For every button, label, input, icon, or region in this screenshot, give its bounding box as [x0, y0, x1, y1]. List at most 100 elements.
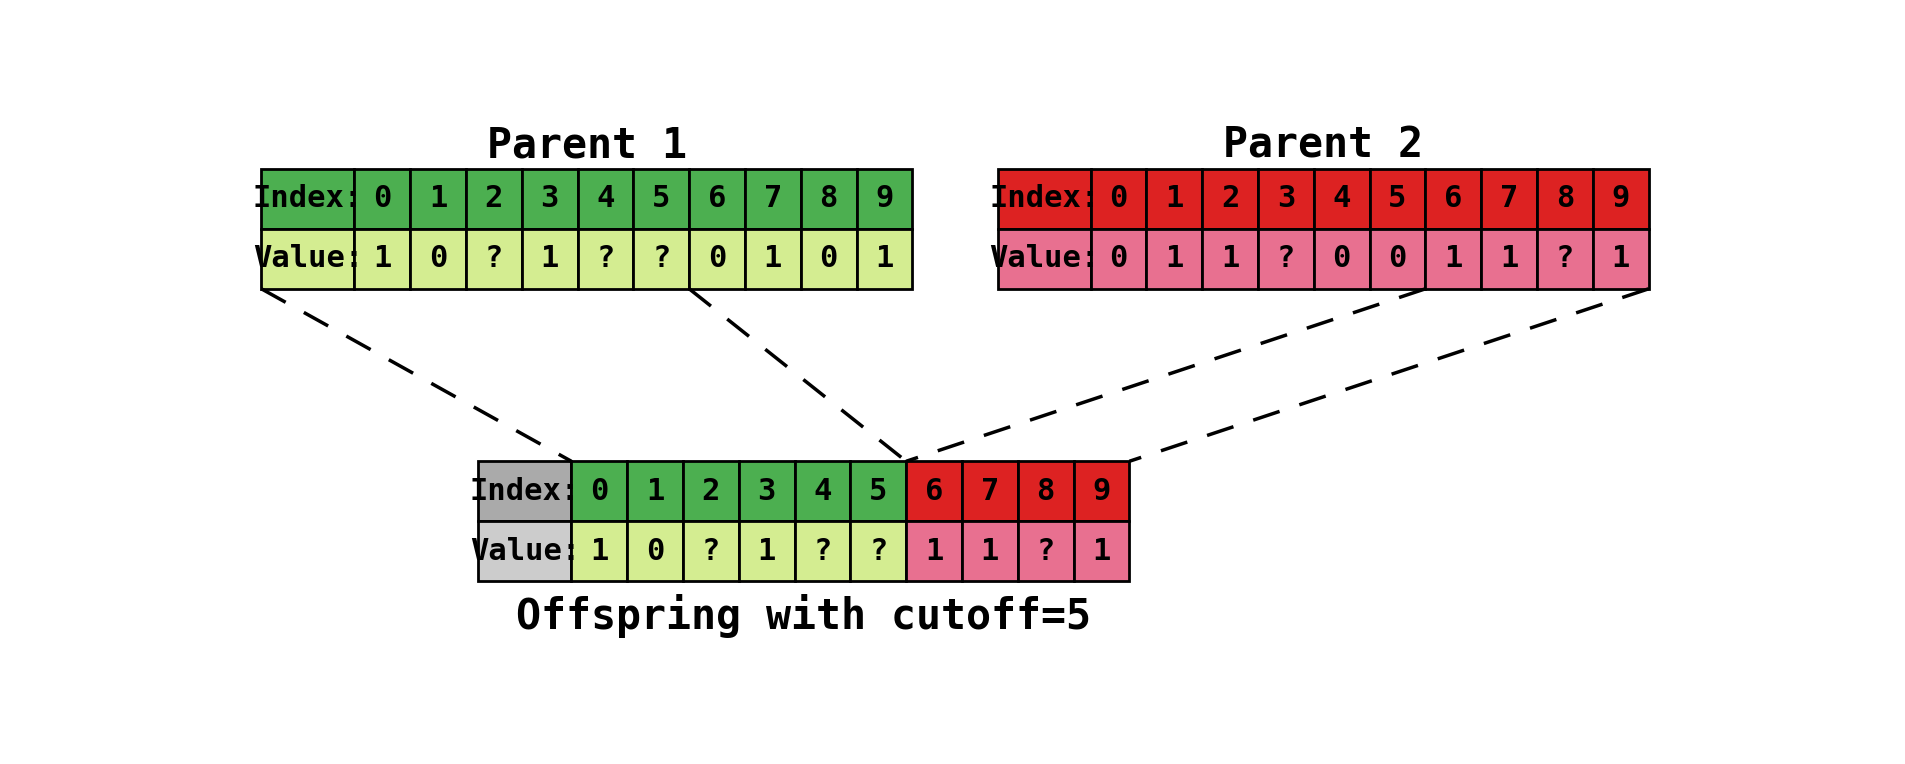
Text: 1: 1	[646, 477, 665, 506]
Bar	[522, 169, 577, 228]
Bar	[1370, 228, 1425, 289]
Text: 1: 1	[541, 244, 558, 274]
Bar	[1092, 169, 1147, 228]
Bar	[745, 228, 800, 289]
Bar	[1147, 169, 1202, 228]
Bar	[354, 169, 410, 228]
Bar	[1537, 228, 1593, 289]
Text: Value:: Value:	[471, 537, 579, 566]
Bar	[850, 521, 907, 581]
Text: 1: 1	[1166, 184, 1183, 213]
Bar	[1257, 169, 1314, 228]
Text: 4: 4	[596, 184, 615, 213]
Text: ?: ?	[869, 537, 888, 566]
Bar	[1202, 169, 1257, 228]
Text: 6: 6	[1444, 184, 1463, 213]
Text: 0: 0	[429, 244, 448, 274]
Text: 0: 0	[1332, 244, 1351, 274]
Bar	[410, 169, 467, 228]
Bar	[261, 228, 354, 289]
Bar	[907, 521, 962, 581]
Bar	[467, 169, 522, 228]
Text: 0: 0	[1109, 244, 1128, 274]
Text: ?: ?	[1276, 244, 1295, 274]
Bar	[850, 461, 907, 521]
Text: 3: 3	[1276, 184, 1295, 213]
Bar	[1202, 228, 1257, 289]
Text: 4: 4	[813, 477, 832, 506]
Bar	[1482, 228, 1537, 289]
Text: 7: 7	[981, 477, 998, 506]
Bar	[478, 521, 572, 581]
Text: Value:: Value:	[253, 244, 364, 274]
Text: 5: 5	[652, 184, 671, 213]
Text: 9: 9	[874, 184, 893, 213]
Text: Value:: Value:	[989, 244, 1099, 274]
Text: 1: 1	[1499, 244, 1518, 274]
Bar	[962, 521, 1017, 581]
Text: 1: 1	[1444, 244, 1463, 274]
Bar	[627, 461, 684, 521]
Bar	[745, 169, 800, 228]
Bar	[1593, 169, 1648, 228]
Text: ?: ?	[652, 244, 671, 274]
Bar	[572, 461, 627, 521]
Bar	[577, 228, 632, 289]
Text: 1: 1	[874, 244, 893, 274]
Text: 1: 1	[758, 537, 775, 566]
Text: ?: ?	[596, 244, 615, 274]
Bar	[1017, 521, 1074, 581]
Text: 1: 1	[429, 184, 448, 213]
Text: ?: ?	[1036, 537, 1055, 566]
Text: 2: 2	[701, 477, 720, 506]
Text: 0: 0	[1389, 244, 1406, 274]
Bar	[467, 228, 522, 289]
Text: ?: ?	[484, 244, 503, 274]
Text: 1: 1	[1166, 244, 1183, 274]
Text: 7: 7	[1499, 184, 1518, 213]
Bar	[627, 521, 684, 581]
Bar	[800, 169, 857, 228]
Bar	[739, 521, 794, 581]
Bar	[1092, 228, 1147, 289]
Bar	[1425, 228, 1482, 289]
Bar	[1017, 461, 1074, 521]
Text: 0: 0	[591, 477, 608, 506]
Text: 0: 0	[1109, 184, 1128, 213]
Bar	[522, 228, 577, 289]
Text: 5: 5	[869, 477, 888, 506]
Text: 9: 9	[1092, 477, 1111, 506]
Text: ?: ?	[813, 537, 832, 566]
Bar	[261, 169, 354, 228]
Text: ?: ?	[701, 537, 720, 566]
Bar	[684, 461, 739, 521]
Bar	[962, 461, 1017, 521]
Text: 7: 7	[764, 184, 783, 213]
Text: 0: 0	[646, 537, 665, 566]
Text: Parent 1: Parent 1	[488, 125, 688, 167]
Text: 3: 3	[541, 184, 558, 213]
Text: Index:: Index:	[471, 477, 579, 506]
Text: 8: 8	[1036, 477, 1055, 506]
Text: 5: 5	[1389, 184, 1406, 213]
Text: 3: 3	[758, 477, 775, 506]
Bar	[998, 169, 1092, 228]
Text: 6: 6	[709, 184, 726, 213]
Bar	[1074, 461, 1130, 521]
Text: 0: 0	[709, 244, 726, 274]
Bar	[1147, 228, 1202, 289]
Text: 0: 0	[819, 244, 838, 274]
Bar	[907, 461, 962, 521]
Text: 1: 1	[1092, 537, 1111, 566]
Text: 6: 6	[926, 477, 943, 506]
Bar	[354, 228, 410, 289]
Bar	[684, 521, 739, 581]
Bar	[632, 228, 690, 289]
Bar	[577, 169, 632, 228]
Bar	[690, 169, 745, 228]
Text: ?: ?	[1556, 244, 1574, 274]
Bar	[857, 228, 912, 289]
Bar	[998, 228, 1092, 289]
Bar	[739, 461, 794, 521]
Bar	[1074, 521, 1130, 581]
